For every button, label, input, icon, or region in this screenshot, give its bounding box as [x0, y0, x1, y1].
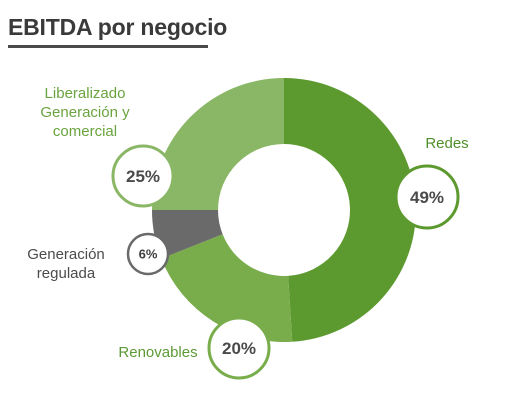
- slice-renovables: [161, 234, 293, 342]
- value-badge-generacion-regulada: [126, 232, 170, 276]
- value-badges: 49% 20% 6% 25%: [111, 144, 460, 380]
- slice-redes: [284, 78, 416, 342]
- slice-liberalizado-generacion-y-comercial: [152, 78, 284, 210]
- donut-slices: [152, 78, 416, 342]
- value-label-generacion-regulada: 6%: [139, 247, 158, 262]
- title-underline: [8, 45, 208, 48]
- category-label-generacion-regulada: Generación regulada: [27, 246, 105, 282]
- value-label-renovables: 20%: [222, 339, 256, 358]
- slice-generacion-regulada: [152, 210, 223, 259]
- value-label-liberalizado-generacion-y-comercial: 25%: [126, 167, 160, 186]
- value-badge-redes: [394, 164, 460, 230]
- value-badge-liberalizado-generacion-y-comercial: [111, 144, 175, 208]
- category-labels: Redes Renovables Generación regulada Liberal…: [27, 85, 468, 361]
- value-label-redes: 49%: [410, 188, 444, 207]
- chart-title: EBITDA por negocio: [8, 14, 228, 40]
- category-label-renovables: Renovables: [118, 344, 197, 361]
- value-badge-renovables: [207, 316, 271, 380]
- category-label-liberalizado-generacion-y-comercial: Liberalizado Generación y comercial: [40, 85, 130, 140]
- category-label-redes: Redes: [425, 135, 468, 152]
